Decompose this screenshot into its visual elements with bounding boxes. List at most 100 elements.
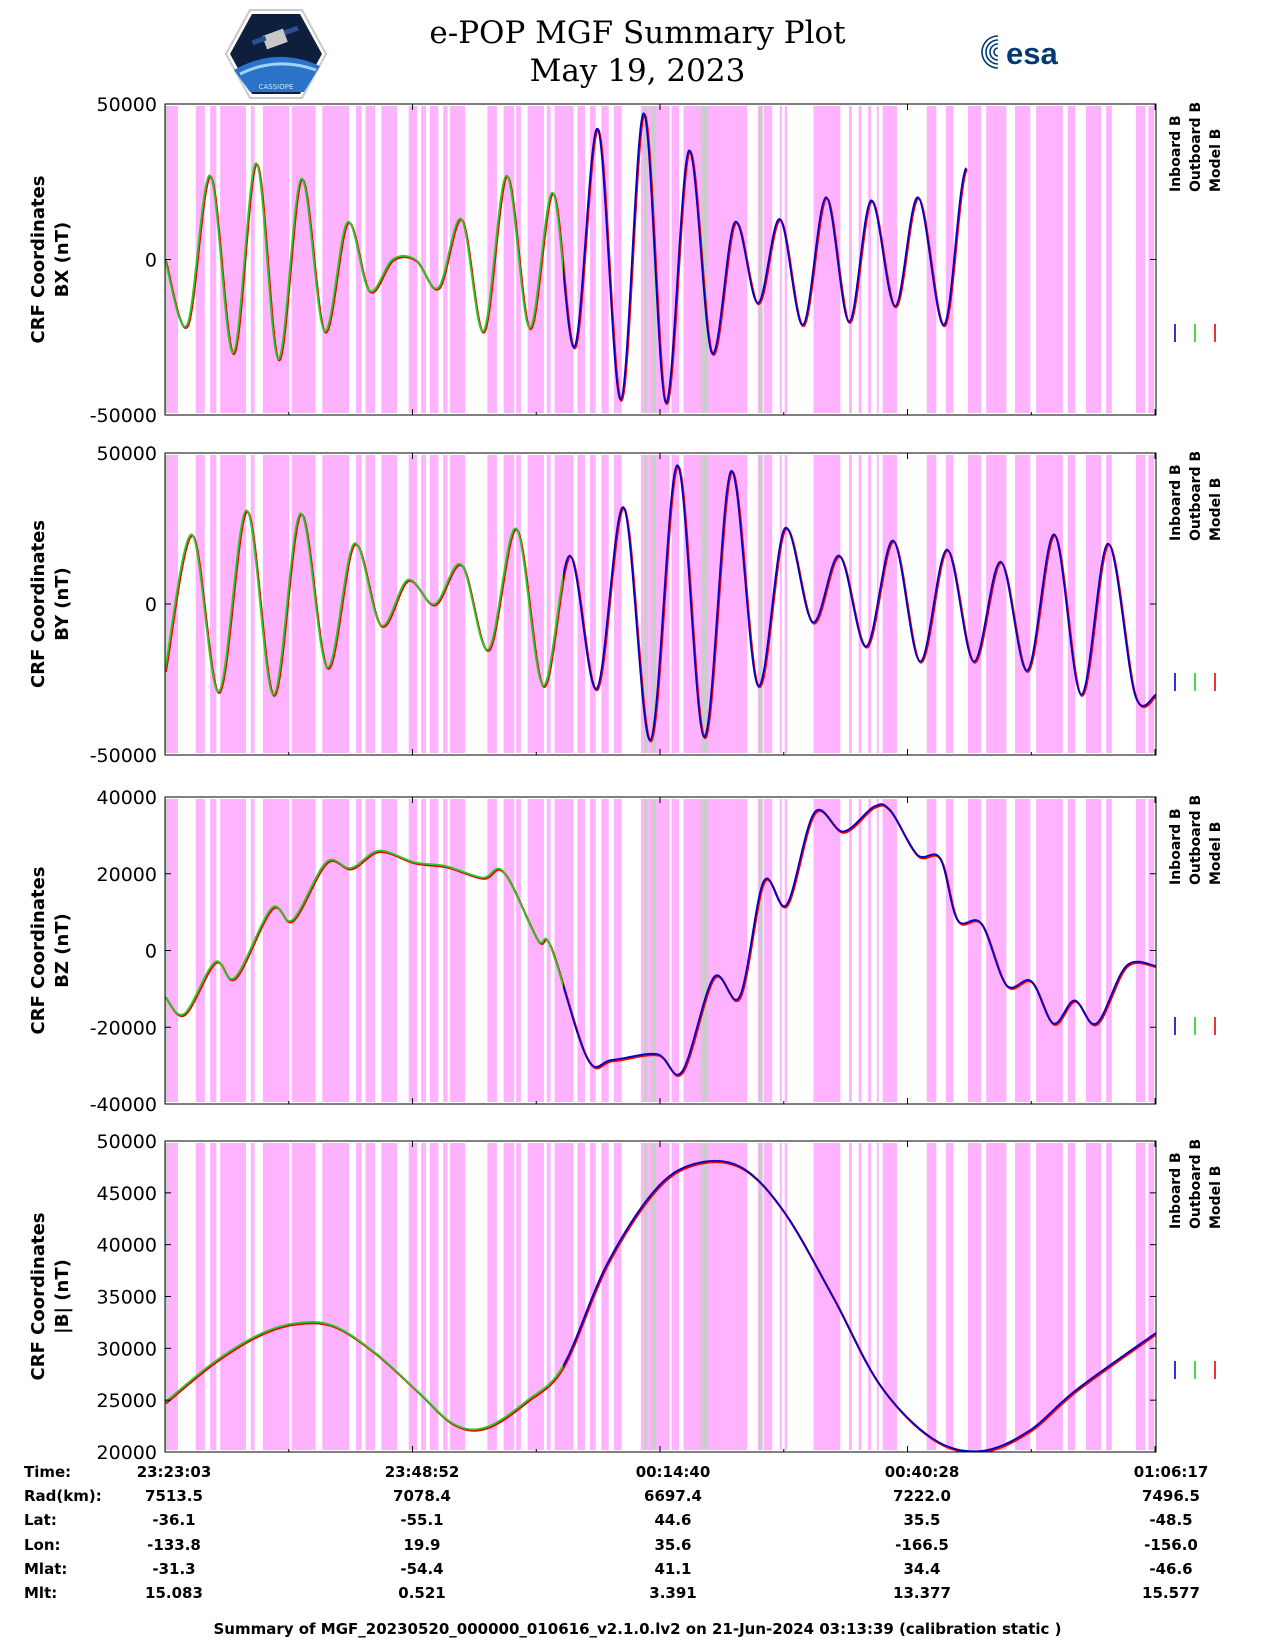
pink-shade-band bbox=[546, 1143, 551, 1450]
pink-shade-band bbox=[1014, 106, 1031, 413]
esa-logo: esa bbox=[981, 35, 1058, 71]
pink-shade-band bbox=[167, 455, 178, 753]
pink-shade-band bbox=[849, 1143, 852, 1450]
pink-shade-band bbox=[601, 455, 609, 753]
inboard-b-line bbox=[563, 112, 967, 404]
pink-shade-band bbox=[858, 455, 862, 753]
pink-shade-band bbox=[986, 799, 1007, 1102]
pink-shade-band bbox=[487, 106, 497, 413]
plot-canvas: 50000 0 -50000 CRF Coordinates BX (nT) Inboar… bbox=[28, 94, 1224, 1460]
info-value: 35.5 bbox=[903, 1511, 941, 1530]
grey-shade-band bbox=[651, 106, 656, 413]
pink-shade-band bbox=[516, 799, 521, 1102]
info-value: 6697.4 bbox=[644, 1487, 702, 1506]
pink-shade-band bbox=[516, 455, 521, 753]
y-tick-label: 40000 bbox=[97, 787, 157, 809]
pink-shade-band bbox=[355, 455, 362, 753]
y-axis-label-line: CRF Coordinates bbox=[28, 1213, 49, 1381]
y-axis-label-line: CRF Coordinates bbox=[28, 520, 49, 688]
pink-shade-band bbox=[355, 1143, 362, 1450]
pink-shade-band bbox=[546, 455, 551, 753]
pink-shade-band bbox=[167, 106, 178, 413]
pink-shade-band bbox=[876, 799, 879, 1102]
info-value: -48.5 bbox=[1149, 1511, 1193, 1530]
pink-shade-band bbox=[577, 1143, 586, 1450]
pink-shade-band bbox=[554, 106, 574, 413]
pink-shade-band bbox=[779, 106, 782, 413]
pink-shade-band bbox=[421, 106, 426, 413]
cassiope-logo-text: CASSIOPE bbox=[259, 83, 294, 91]
info-value: 01:06:17 bbox=[1133, 1463, 1209, 1481]
pink-shade-band bbox=[443, 799, 448, 1102]
pink-shade-band bbox=[516, 1143, 521, 1450]
chart-legend: Inboard B Outboard B Model B bbox=[1168, 795, 1224, 1035]
pink-shade-band bbox=[882, 799, 897, 1102]
pink-shade-band bbox=[671, 1143, 680, 1450]
pink-shade-band bbox=[813, 1143, 841, 1450]
pink-shade-band bbox=[1106, 1143, 1112, 1450]
legend-label: Inboard B bbox=[1168, 1152, 1184, 1229]
info-row: Mlt: 15.083 0.521 3.391 13.377 15.577 bbox=[0, 1584, 1275, 1608]
y-axis-label: CRF Coordinates |B| (nT) bbox=[28, 1213, 73, 1381]
info-row: Time: 23:23:03 23:48:52 00:14:40 00:40:28 01:… bbox=[0, 1463, 1275, 1487]
pink-shade-band bbox=[1106, 455, 1112, 753]
y-tick-label: -20000 bbox=[90, 1017, 157, 1039]
y-tick-label: 50000 bbox=[97, 1131, 157, 1153]
pink-shade-band bbox=[1014, 1143, 1031, 1450]
pink-shade-band bbox=[1067, 1143, 1076, 1450]
pink-shade-band bbox=[784, 799, 788, 1102]
pink-shade-band bbox=[671, 799, 680, 1102]
grey-shade-band bbox=[651, 455, 656, 753]
pink-shade-band bbox=[322, 1143, 350, 1450]
pink-shade-band bbox=[926, 455, 937, 753]
pink-shade-band bbox=[429, 799, 439, 1102]
pink-shade-band bbox=[986, 106, 1007, 413]
pink-shade-band bbox=[421, 455, 426, 753]
pink-shade-band bbox=[926, 1143, 937, 1450]
y-axis-label-line: BZ (nT) bbox=[52, 913, 73, 988]
pink-shade-band bbox=[443, 455, 448, 753]
y-axis-label-line: BX (nT) bbox=[52, 222, 73, 297]
pink-shade-band bbox=[220, 1143, 247, 1450]
footer-summary: Summary of MGF_20230520_000000_010616_v2… bbox=[213, 1620, 1062, 1638]
pink-shade-band bbox=[763, 799, 773, 1102]
series-lines bbox=[165, 1159, 1156, 1452]
pink-shade-band bbox=[408, 455, 418, 753]
pink-shade-band bbox=[546, 799, 551, 1102]
pink-shade-band bbox=[381, 799, 398, 1102]
info-value: 7222.0 bbox=[893, 1487, 951, 1506]
plot-date: May 19, 2023 bbox=[529, 53, 746, 89]
info-row-label: Time: bbox=[24, 1463, 72, 1481]
info-value: 7513.5 bbox=[145, 1487, 203, 1506]
pink-shade-band bbox=[1014, 799, 1031, 1102]
y-tick-label: -50000 bbox=[90, 745, 157, 767]
info-row: Rad(km): 7513.5 7078.4 6697.4 7222.0 7496.5 bbox=[0, 1487, 1275, 1511]
y-tick-label: 0 bbox=[145, 594, 157, 616]
pink-shade-band bbox=[967, 799, 982, 1102]
info-value: 35.6 bbox=[654, 1535, 692, 1554]
pink-shade-band bbox=[683, 799, 703, 1102]
pink-shade-band bbox=[449, 1143, 466, 1450]
pink-shade-band bbox=[613, 1143, 622, 1450]
pink-shade-band bbox=[1106, 106, 1112, 413]
pink-shade-band bbox=[195, 455, 205, 753]
pink-shade-band bbox=[945, 455, 954, 753]
pink-shade-band bbox=[868, 455, 872, 753]
pink-shade-band bbox=[487, 799, 497, 1102]
pink-shade-band bbox=[195, 1143, 205, 1450]
y-axis-label: CRF Coordinates BY (nT) bbox=[28, 520, 73, 688]
pink-shade-band bbox=[1067, 106, 1076, 413]
pink-shade-band bbox=[858, 799, 862, 1102]
pink-shade-band bbox=[882, 106, 897, 413]
info-value: -36.1 bbox=[152, 1511, 196, 1530]
y-tick-label: 50000 bbox=[97, 443, 157, 465]
info-value: 00:14:40 bbox=[635, 1463, 711, 1481]
plot-title-block: e-POP MGF Summary Plot May 19, 2023 bbox=[0, 14, 1275, 90]
pink-shade-band bbox=[967, 1143, 982, 1450]
pink-shade-band bbox=[1036, 799, 1063, 1102]
pink-shade-band bbox=[763, 1143, 773, 1450]
pink-shade-band bbox=[554, 455, 574, 753]
pink-shade-band bbox=[1014, 455, 1031, 753]
grey-shade-band bbox=[651, 1143, 656, 1450]
grey-shade-band bbox=[701, 1143, 708, 1450]
